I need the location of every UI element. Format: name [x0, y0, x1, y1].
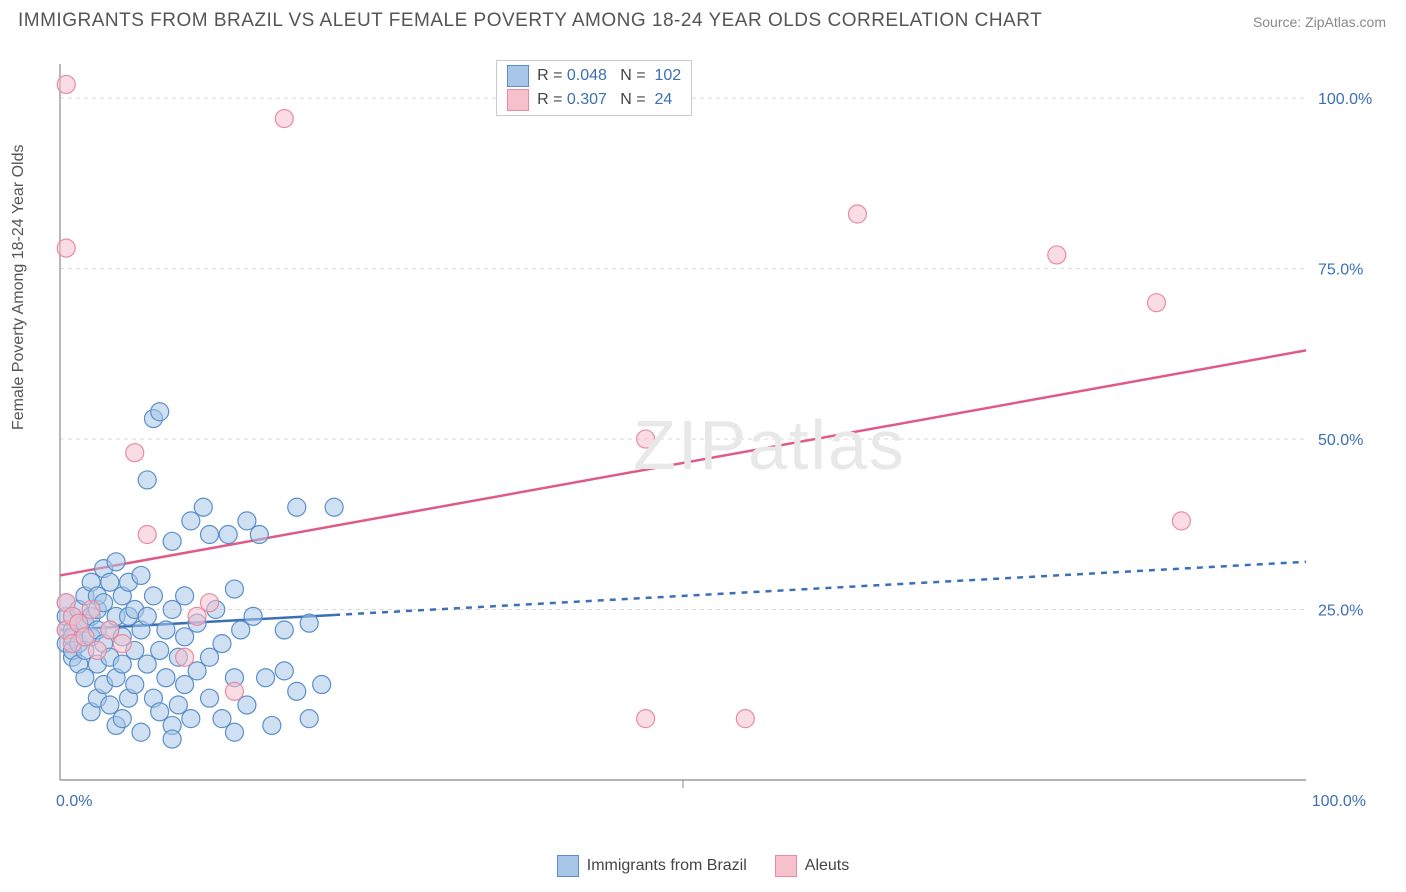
- series-legend-label: Aleuts: [805, 857, 849, 875]
- legend-swatch: [557, 855, 579, 877]
- legend-row: R = 0.048 N = 102: [507, 65, 681, 87]
- legend-swatch: [507, 89, 529, 111]
- series-legend-item: Immigrants from Brazil: [557, 855, 747, 877]
- svg-text:75.0%: 75.0%: [1318, 262, 1363, 279]
- source-label: Source: ZipAtlas.com: [1253, 14, 1386, 30]
- legend-swatch: [775, 855, 797, 877]
- series-legend-label: Immigrants from Brazil: [587, 857, 747, 875]
- svg-text:100.0%: 100.0%: [1318, 91, 1372, 108]
- legend-row: R = 0.307 N = 24: [507, 89, 681, 111]
- svg-text:100.0%: 100.0%: [1312, 793, 1366, 810]
- legend-stats: R = 0.048 N = 102: [537, 67, 681, 85]
- y-axis-label: Female Poverty Among 18-24 Year Olds: [10, 145, 28, 431]
- plot-area: 25.0% 50.0% 75.0% 100.0% 0.0% 100.0% R = 0.04…: [56, 60, 1376, 820]
- chart-title: IMMIGRANTS FROM BRAZIL VS ALEUT FEMALE P…: [18, 10, 1042, 32]
- scatter-chart-svg: 25.0% 50.0% 75.0% 100.0% 0.0% 100.0%: [56, 60, 1376, 820]
- legend-stats: R = 0.307 N = 24: [537, 91, 672, 109]
- correlation-legend: R = 0.048 N = 102 R = 0.307 N = 24: [496, 60, 692, 116]
- svg-text:25.0%: 25.0%: [1318, 603, 1363, 620]
- svg-text:50.0%: 50.0%: [1318, 432, 1363, 449]
- chart-container: IMMIGRANTS FROM BRAZIL VS ALEUT FEMALE P…: [0, 0, 1406, 892]
- series-legend-item: Aleuts: [775, 855, 849, 877]
- series-legend: Immigrants from Brazil Aleuts: [0, 855, 1406, 882]
- svg-text:0.0%: 0.0%: [56, 793, 92, 810]
- legend-swatch: [507, 65, 529, 87]
